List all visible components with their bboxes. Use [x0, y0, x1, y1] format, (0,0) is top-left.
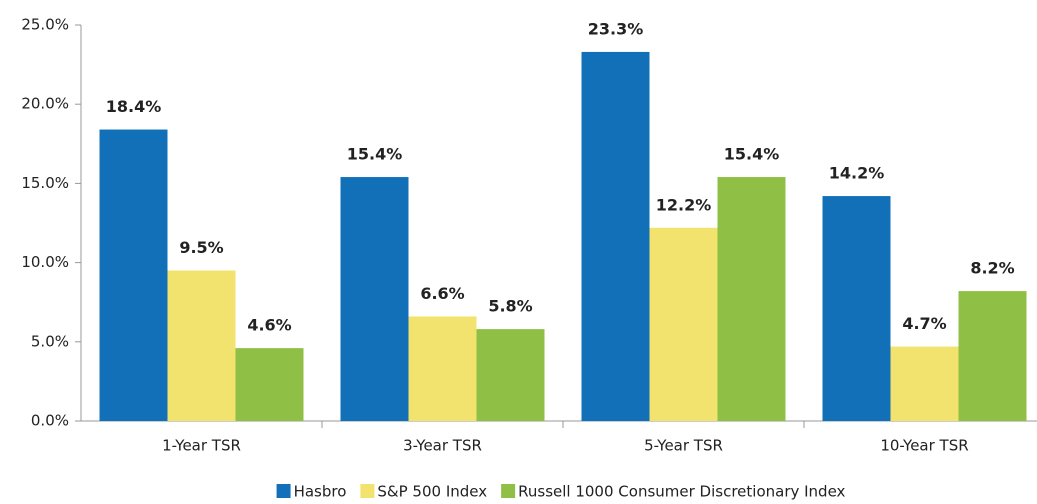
x-tick-label: 3-Year TSR: [403, 437, 482, 455]
legend: Hasbro S&P 500 Index Russell 1000 Consumer…: [276, 483, 846, 501]
y-tick-label: 10.0%: [21, 253, 69, 271]
bar: [649, 227, 718, 421]
legend-label: S&P 500 Index: [377, 483, 487, 501]
bar: [717, 177, 786, 421]
value-label: 4.6%: [247, 316, 291, 335]
bar: [476, 329, 545, 421]
bar: [822, 196, 891, 421]
legend-label: Russell 1000 Consumer Discretionary Inde…: [518, 483, 845, 501]
bar: [99, 129, 168, 421]
bar: [235, 348, 304, 421]
value-label: 5.8%: [488, 297, 532, 316]
x-tick-label: 1-Year TSR: [162, 437, 241, 455]
value-label: 9.5%: [179, 238, 223, 257]
value-label: 8.2%: [970, 259, 1014, 278]
legend-swatch: [360, 484, 375, 498]
legend-swatch: [276, 484, 291, 498]
bar: [958, 291, 1027, 421]
legend-label: Hasbro: [294, 483, 347, 501]
x-tick-label: 5-Year TSR: [644, 437, 723, 455]
bar: [167, 270, 236, 421]
bar: [890, 346, 959, 421]
y-tick-label: 20.0%: [21, 95, 69, 113]
y-tick-label: 15.0%: [21, 174, 69, 192]
value-label: 6.6%: [420, 284, 464, 303]
bar: [408, 316, 477, 421]
value-label: 15.4%: [347, 145, 403, 164]
bar: [581, 51, 650, 421]
x-tick-label: 10-Year TSR: [880, 437, 968, 455]
y-tick-label: 25.0%: [21, 16, 69, 34]
value-label: 12.2%: [656, 195, 712, 214]
legend-swatch: [501, 484, 516, 498]
value-label: 4.7%: [902, 314, 946, 333]
bar: [340, 177, 409, 421]
value-label: 14.2%: [829, 164, 885, 183]
value-label: 18.4%: [106, 97, 162, 116]
value-label: 15.4%: [724, 145, 780, 164]
value-label: 23.3%: [588, 19, 644, 38]
y-tick-label: 0.0%: [31, 412, 69, 430]
y-tick-label: 5.0%: [31, 332, 69, 350]
